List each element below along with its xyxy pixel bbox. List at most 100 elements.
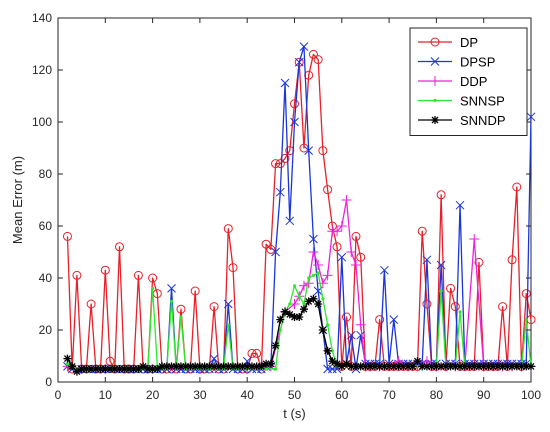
- data-point-dp: [474, 257, 484, 267]
- data-point-ddp: [350, 260, 361, 270]
- data-point-dpsp: [290, 117, 299, 127]
- x-tick-label: 70: [382, 388, 396, 402]
- data-point-dp: [261, 239, 271, 249]
- legend-label-snnsp: SNNSP: [460, 94, 505, 109]
- data-point-snnsp: [273, 367, 278, 371]
- data-point-snndp: [214, 362, 223, 371]
- data-point-snndp: [451, 362, 460, 371]
- data-point-snndp: [295, 313, 304, 321]
- data-point-snndp: [318, 326, 327, 334]
- data-point-dp: [323, 185, 333, 195]
- data-point-snndp: [139, 362, 148, 371]
- data-point-snndp: [389, 362, 398, 371]
- data-point-snndp: [474, 362, 483, 371]
- data-point-dp: [356, 252, 366, 262]
- y-tick-label: 80: [39, 167, 53, 181]
- data-point-snnsp: [297, 294, 301, 298]
- data-point-snnsp: [179, 315, 183, 319]
- data-point-snndp: [106, 365, 115, 373]
- data-point-dpsp: [294, 57, 304, 67]
- data-point-dp: [512, 182, 522, 192]
- data-point-dp: [498, 302, 508, 312]
- legend-label-dpsp: DPSP: [460, 55, 495, 70]
- x-tick-label: 60: [335, 388, 349, 402]
- data-point-snndp: [404, 362, 413, 371]
- legend-marker-snndp: [431, 116, 439, 124]
- data-point-dp: [351, 231, 361, 241]
- data-point-dp: [209, 302, 219, 312]
- data-point-snndp: [380, 362, 389, 371]
- x-tick-label: 30: [193, 388, 207, 402]
- data-point-dpsp: [271, 247, 280, 257]
- data-point-snndp: [512, 362, 521, 371]
- data-point-snndp: [498, 362, 507, 371]
- data-point-dpsp: [337, 252, 347, 262]
- data-point-snndp: [87, 365, 96, 373]
- data-point-snndp: [91, 365, 100, 373]
- data-point-snnsp: [307, 276, 311, 280]
- data-point-snnsp: [311, 273, 316, 277]
- data-point-snndp: [399, 362, 408, 371]
- x-tick-label: 0: [55, 388, 62, 402]
- legend-marker-snnsp: [433, 98, 437, 103]
- data-point-snnsp: [169, 299, 174, 303]
- data-point-snnsp: [524, 318, 528, 322]
- data-point-snndp: [143, 365, 152, 373]
- data-point-snnsp: [326, 323, 330, 327]
- data-point-snndp: [115, 365, 124, 373]
- y-tick-label: 0: [45, 375, 52, 389]
- data-point-snndp: [508, 362, 517, 371]
- data-point-dp: [176, 304, 186, 314]
- data-point-snndp: [72, 367, 81, 376]
- data-point-snndp: [243, 362, 252, 371]
- y-tick-label: 60: [39, 219, 53, 233]
- data-point-dpsp: [389, 315, 399, 324]
- data-point-ddp: [332, 226, 343, 237]
- data-point-snndp: [148, 365, 157, 373]
- legend-entry-dp: DP: [418, 35, 478, 50]
- data-point-dp: [507, 255, 517, 265]
- data-point-dpsp: [346, 330, 356, 340]
- data-point-dp: [318, 146, 328, 156]
- data-point-snndp: [370, 362, 379, 371]
- data-point-dpsp: [422, 255, 432, 265]
- data-point-dp: [450, 302, 460, 312]
- data-point-dp: [114, 242, 124, 252]
- data-point-dp: [290, 99, 299, 109]
- data-point-snndp: [224, 362, 233, 371]
- series-layer: [62, 42, 536, 376]
- data-point-dp: [417, 226, 427, 236]
- data-point-snndp: [200, 362, 209, 371]
- data-point-dpsp: [280, 78, 290, 88]
- data-point-dpsp: [167, 284, 176, 293]
- legend: DP DPSP DDP SNNSP SNNDP: [409, 27, 528, 136]
- data-point-snndp: [408, 362, 417, 371]
- legend-label-dp: DP: [460, 35, 478, 50]
- data-point-dp: [275, 159, 285, 169]
- data-point-snndp: [470, 362, 479, 371]
- data-point-snndp: [266, 359, 275, 368]
- data-point-ddp: [341, 195, 352, 205]
- y-tick-label: 120: [32, 63, 52, 77]
- data-point-snndp: [394, 362, 403, 371]
- data-point-dp: [313, 55, 323, 65]
- data-point-dp: [446, 283, 456, 293]
- data-point-snnsp: [288, 302, 292, 306]
- data-point-snndp: [181, 362, 190, 371]
- data-point-snndp: [337, 362, 346, 371]
- data-point-snndp: [271, 341, 280, 350]
- data-point-dpsp: [526, 112, 536, 122]
- x-tick-label: 90: [477, 388, 491, 402]
- data-point-snndp: [96, 365, 105, 373]
- data-point-snndp: [361, 362, 370, 371]
- data-point-snndp: [446, 362, 455, 371]
- x-tick-label: 10: [99, 388, 113, 402]
- data-point-snndp: [219, 362, 228, 371]
- data-point-snndp: [441, 362, 450, 371]
- data-point-snndp: [68, 362, 77, 371]
- data-point-snndp: [333, 359, 342, 368]
- data-point-dpsp: [299, 42, 309, 51]
- data-point-snndp: [323, 346, 332, 355]
- x-tick-label: 50: [288, 388, 302, 402]
- data-point-snnsp: [330, 349, 334, 353]
